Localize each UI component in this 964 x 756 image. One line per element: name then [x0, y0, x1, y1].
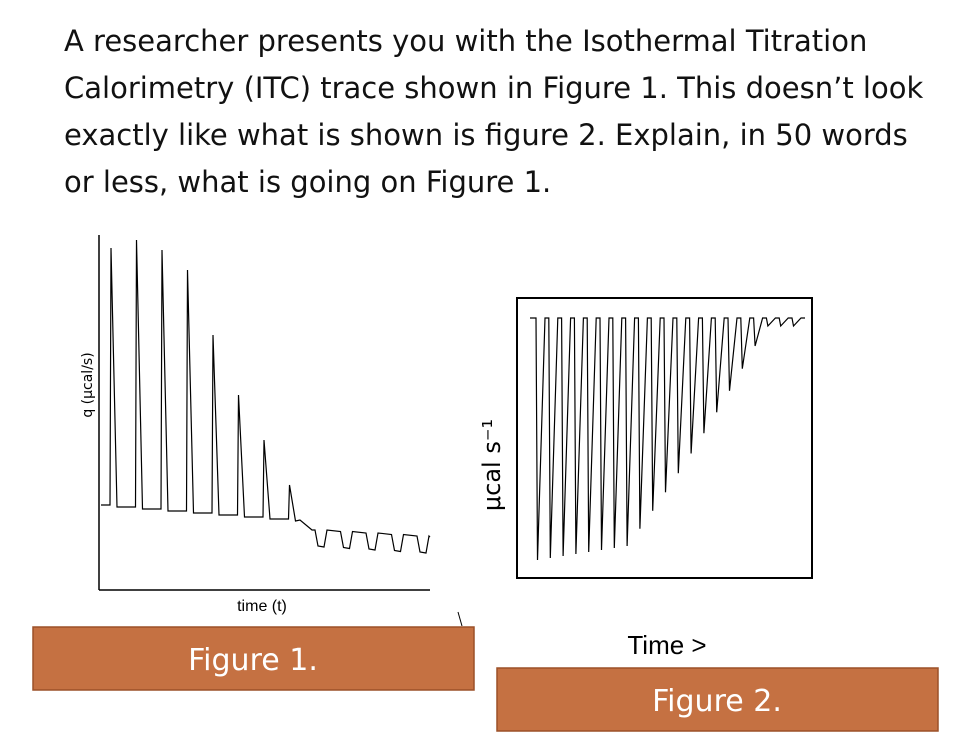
fig2-x-label: Time > [627, 630, 706, 660]
fig1-x-label: time (t) [237, 598, 287, 615]
fig1-caption: Figure 1. [188, 643, 318, 678]
fig2-caption: Figure 2. [652, 684, 782, 719]
fig1-trace [101, 239, 431, 554]
fig1-caption-box [32, 626, 475, 691]
stray-line [457, 611, 463, 627]
fig2-trace [530, 317, 805, 561]
fig1-y-label: q (μcal/s) [80, 352, 96, 417]
question-text: A researcher presents you with the Isoth… [64, 24, 924, 199]
fig2-y-label: μcal s⁻¹ [478, 419, 506, 511]
fig2-caption-box [496, 667, 939, 732]
fig2-frame [516, 297, 813, 579]
